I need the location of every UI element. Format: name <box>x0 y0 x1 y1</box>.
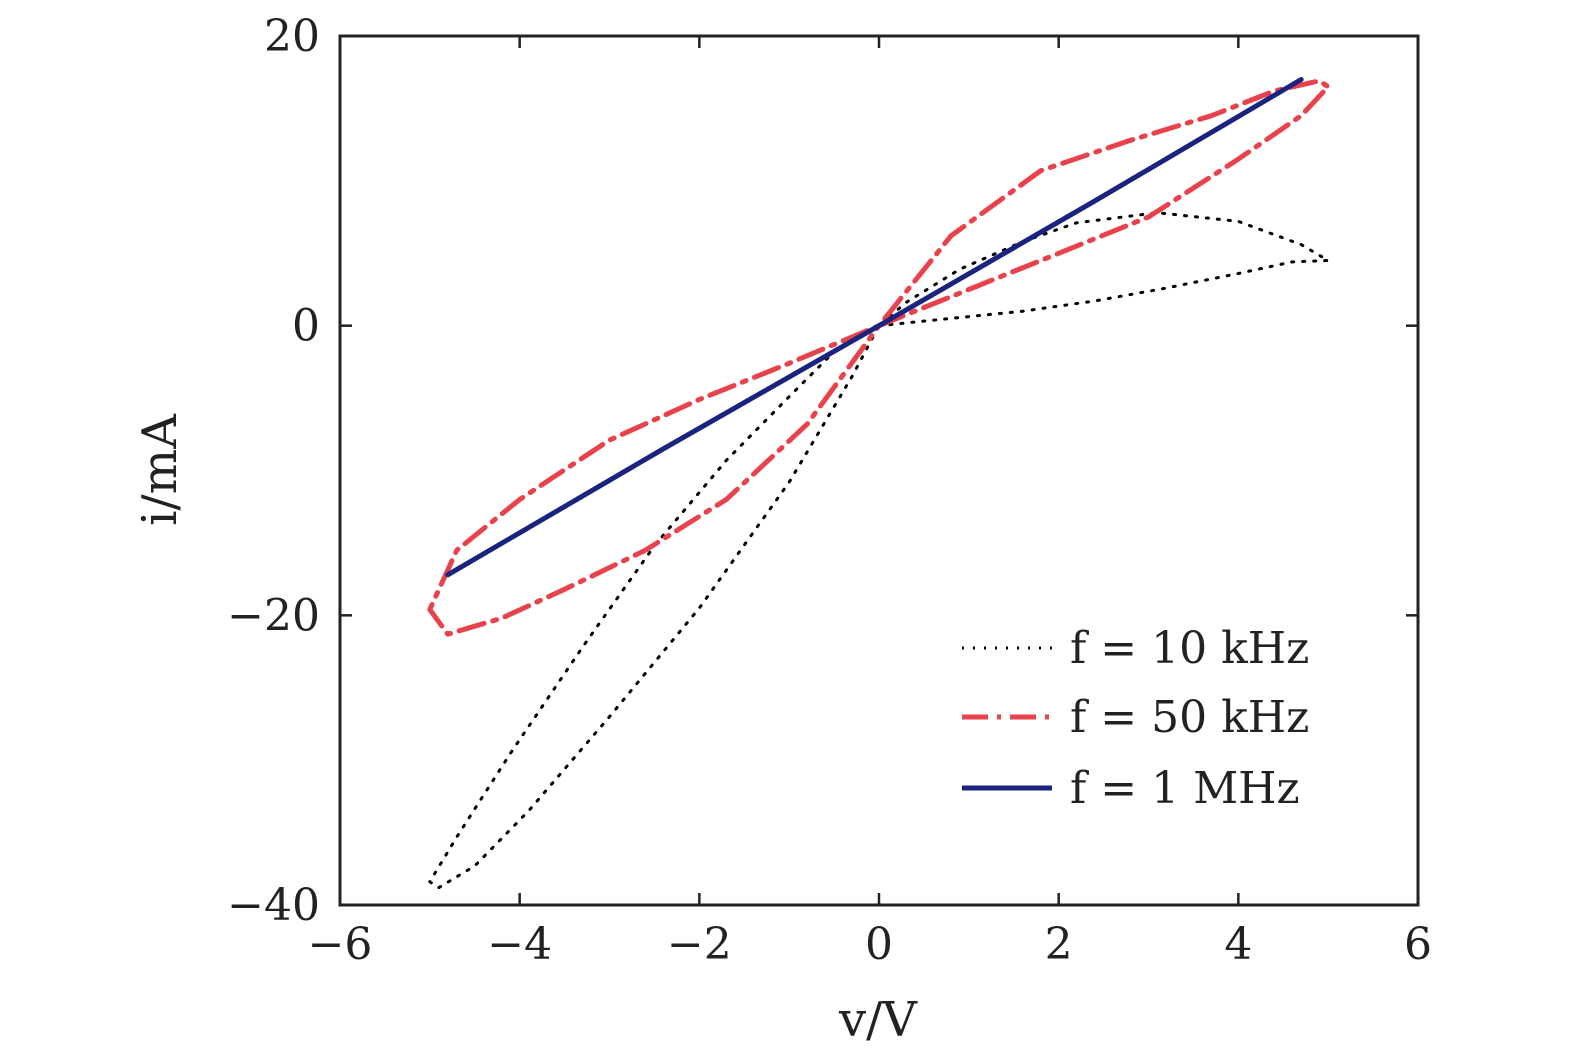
y-tick-label: 20 <box>264 11 320 62</box>
y-axis-label: i/mA <box>132 413 188 526</box>
legend-label-1: f = 10 kHz <box>1070 623 1309 674</box>
x-tick-label: 0 <box>865 919 893 970</box>
legend-label-2: f = 50 kHz <box>1070 692 1309 743</box>
x-tick-label: 6 <box>1404 919 1432 970</box>
x-tick-label: −6 <box>308 919 373 970</box>
legend: f = 10 kHz f = 50 kHz f = 1 MHz <box>962 623 1309 814</box>
x-tick-label: 2 <box>1045 919 1073 970</box>
y-tick-label: −40 <box>227 880 320 931</box>
series-line-3 <box>445 77 1304 578</box>
legend-label-3: f = 1 MHz <box>1070 763 1300 814</box>
x-tick-label: 4 <box>1224 919 1252 970</box>
x-tick-label: −4 <box>487 919 552 970</box>
y-tick-label: −20 <box>227 590 320 641</box>
y-tick-label: 0 <box>292 301 320 352</box>
series-lines <box>427 77 1331 890</box>
series-line-1 <box>428 211 1330 890</box>
series-line-2 <box>427 78 1331 637</box>
x-tick-label: −2 <box>667 919 732 970</box>
x-axis-label: v/V <box>838 992 918 1048</box>
